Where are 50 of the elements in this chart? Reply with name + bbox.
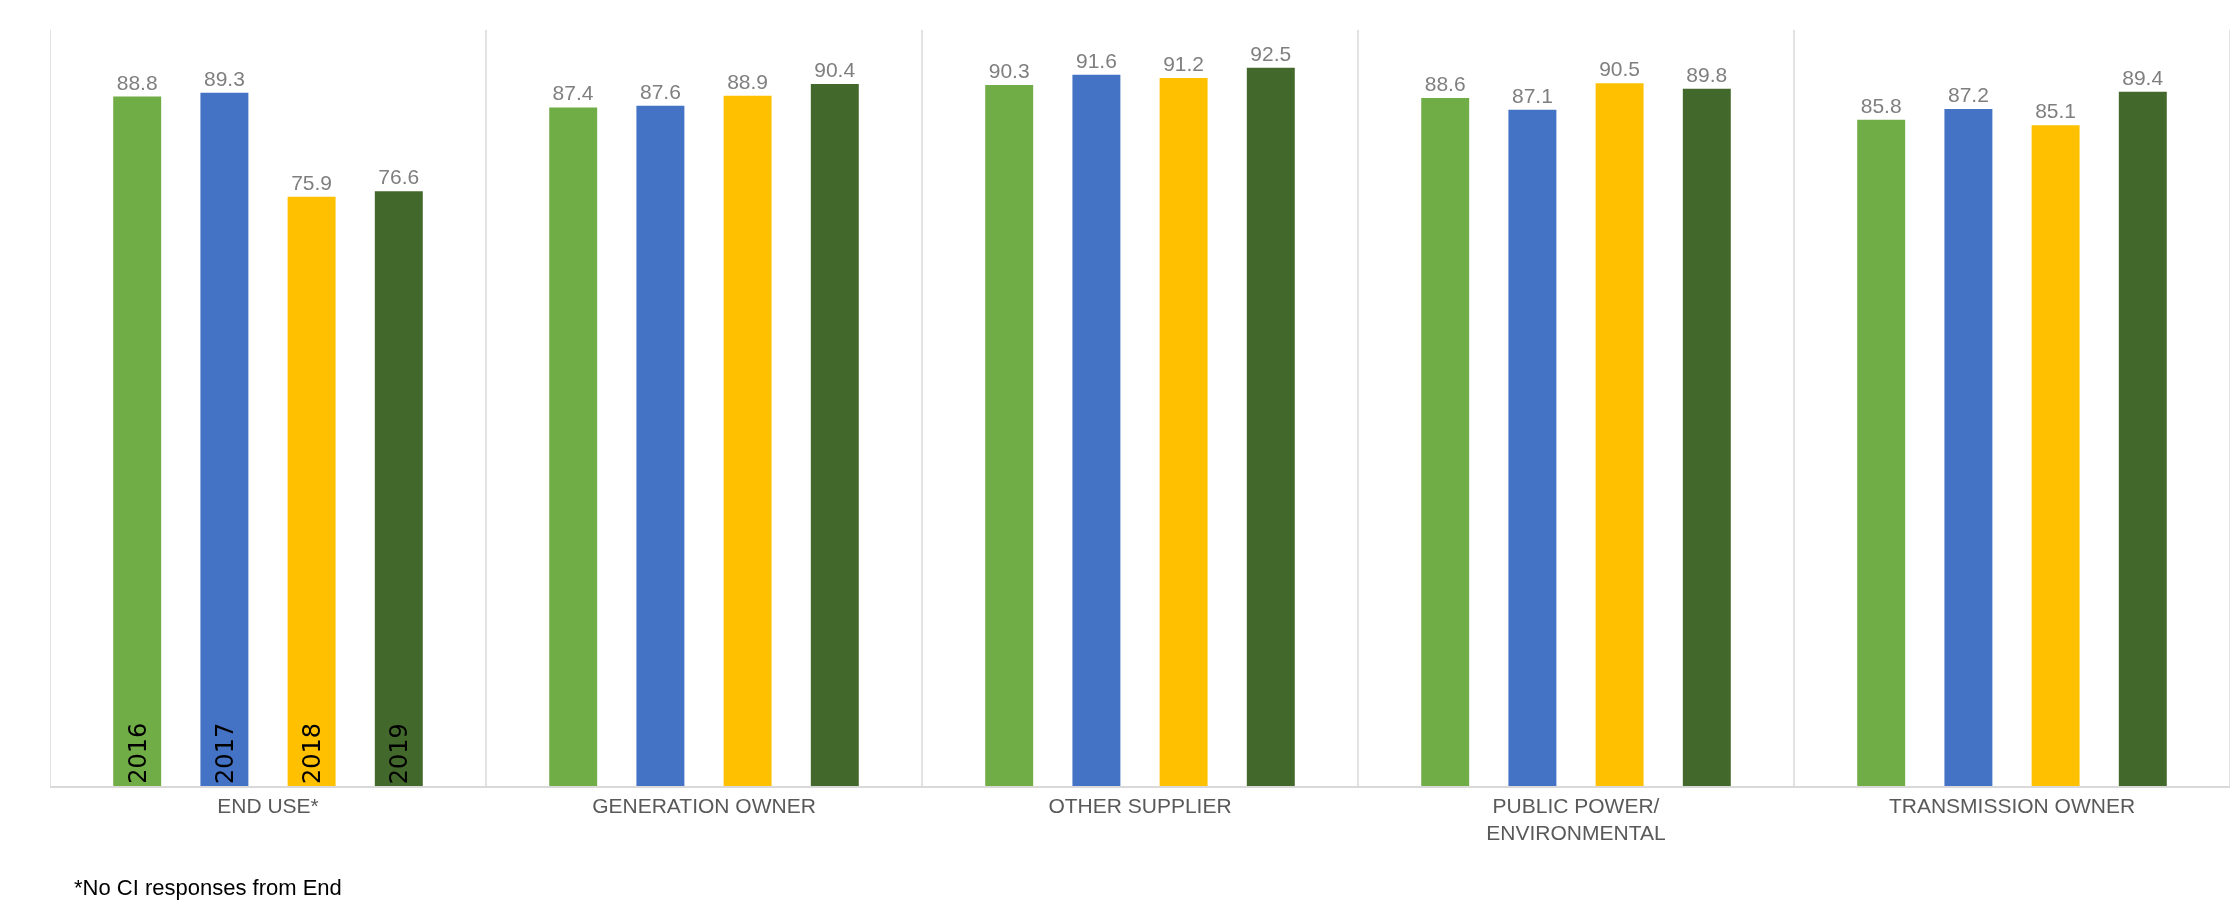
data-label: 75.9 (291, 170, 333, 194)
data-label: 76.6 (378, 165, 420, 189)
bar (549, 107, 598, 786)
data-label: 91.6 (1075, 48, 1117, 72)
bar (1508, 109, 1557, 786)
data-label: 89.8 (1686, 62, 1728, 86)
bar (200, 92, 249, 786)
data-label: 88.6 (1424, 72, 1466, 96)
series-label: 2018 (298, 723, 327, 785)
bar (1421, 98, 1470, 786)
series-label: 2019 (385, 723, 414, 785)
data-label: 92.5 (1250, 41, 1292, 65)
data-label: 90.5 (1599, 57, 1641, 81)
x-tick-label: END USE* (217, 793, 319, 817)
data-label: 85.8 (1860, 93, 1902, 117)
x-tick-label: PUBLIC POWER/ ENVIRONMENTAL (1486, 793, 1666, 845)
bar (2031, 125, 2080, 786)
series-label: 2016 (123, 722, 152, 784)
bar (1072, 74, 1121, 786)
data-label: 89.4 (2122, 65, 2164, 89)
x-tick-label: GENERATION OWNER (592, 793, 816, 817)
bar (810, 84, 859, 786)
series-label: 2017 (210, 722, 239, 784)
bar (1595, 83, 1644, 786)
bar (1159, 77, 1208, 786)
data-label: 90.4 (814, 58, 856, 82)
data-label: 91.2 (1163, 51, 1205, 75)
bar (2118, 91, 2167, 786)
data-label: 88.8 (116, 70, 158, 94)
data-label: 85.1 (2035, 99, 2077, 123)
text: *No CI responses from End (74, 875, 342, 900)
data-label: 87.6 (639, 79, 681, 103)
data-label: 87.2 (1947, 82, 1989, 106)
bar (1682, 88, 1731, 786)
bar (1944, 108, 1993, 786)
data-label: 88.9 (727, 69, 769, 93)
x-tick-label: TRANSMISSION OWNER (1888, 793, 2136, 817)
data-label: 90.3 (988, 58, 1030, 82)
bar (1857, 119, 1906, 786)
bar (113, 96, 162, 786)
bar (723, 95, 772, 786)
x-tick-label: OTHER SUPPLIER (1048, 793, 1232, 817)
bar (287, 196, 336, 786)
data-label: 89.3 (203, 66, 245, 90)
bar (636, 105, 685, 786)
bar (374, 191, 423, 786)
data-label: 87.4 (552, 81, 594, 105)
bar (985, 84, 1034, 786)
data-label: 87.1 (1511, 83, 1553, 107)
bar (1246, 67, 1295, 786)
